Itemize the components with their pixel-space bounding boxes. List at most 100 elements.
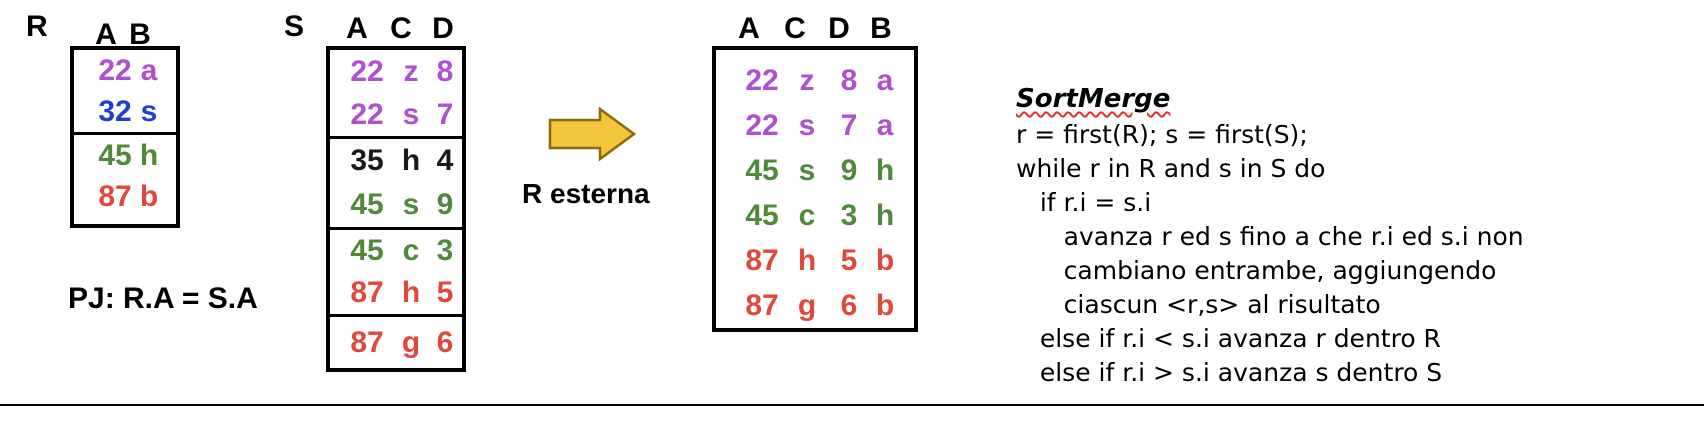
cell: 87 <box>745 243 779 277</box>
cell: a <box>876 108 894 142</box>
cell: 4 <box>436 144 454 177</box>
relation-s-col-a: A <box>346 12 368 45</box>
cell: g <box>401 326 421 359</box>
cell: a <box>876 63 894 97</box>
result-col-d: D <box>828 12 850 45</box>
cell: h <box>797 243 817 277</box>
code-line: if r.i = s.i <box>1016 188 1152 217</box>
cell: 45 <box>745 153 779 187</box>
cell: h <box>401 144 421 177</box>
relation-s-row: 87 h 5 <box>330 272 462 314</box>
relation-r-row: 87 b <box>74 177 176 217</box>
cell: 35 <box>350 144 384 177</box>
code-line: ciascun <r,s> al risultato <box>1016 290 1381 319</box>
relation-s-row: 35 h 4 <box>330 136 462 183</box>
cell: 8 <box>436 55 454 88</box>
cell: a <box>140 54 158 87</box>
cell: 5 <box>840 243 858 277</box>
cell: 7 <box>436 98 454 131</box>
relation-r-header: A B <box>92 18 154 52</box>
cell: 22 <box>350 55 384 88</box>
relation-r-row: 22 a <box>74 50 176 92</box>
cell: 22 <box>745 63 779 97</box>
cell: c <box>798 198 816 232</box>
cell: s <box>140 95 158 128</box>
cell: b <box>875 288 895 322</box>
cell: 6 <box>436 326 454 359</box>
cell: s <box>402 98 420 131</box>
cell: b <box>875 243 895 277</box>
code-line: cambiano entrambe, aggiungendo <box>1016 256 1497 285</box>
code-line: else if r.i > s.i avanza s dentro S <box>1016 358 1443 387</box>
relation-r-col-b: B <box>129 18 151 51</box>
relation-s-table: 22 z 8 22 s 7 35 h 4 45 s 9 45 c 3 87 h … <box>326 46 466 372</box>
cell: z <box>799 63 815 97</box>
relation-r-label: R <box>26 10 48 43</box>
cell: 3 <box>436 234 454 267</box>
cell: g <box>797 288 817 322</box>
cell: 22 <box>98 54 132 87</box>
result-row: 87 g 6 b <box>716 283 914 328</box>
relation-r-col-a: A <box>95 18 117 51</box>
right-arrow-icon <box>548 106 637 162</box>
code-line: avanza r ed s fino a che r.i ed s.i non <box>1016 222 1524 251</box>
cell: 87 <box>98 180 132 213</box>
relation-s-header: A C D <box>340 12 460 46</box>
cell: h <box>139 139 159 172</box>
cell: b <box>139 180 159 213</box>
relation-s-row: 45 c 3 <box>330 227 462 272</box>
algorithm-code: r = first(R); s = first(S); while r in R… <box>1016 118 1524 390</box>
cell: 87 <box>350 326 384 359</box>
cell: 22 <box>350 98 384 131</box>
cell: 87 <box>350 276 384 309</box>
cell: 9 <box>840 153 858 187</box>
code-line: r = first(R); s = first(S); <box>1016 120 1308 149</box>
result-table: 22 z 8 a 22 s 7 a 45 s 9 h 45 c 3 h 87 h… <box>712 46 918 332</box>
cell: 3 <box>840 198 858 232</box>
result-col-a: A <box>738 12 760 45</box>
cell: h <box>401 276 421 309</box>
relation-r-row: 32 s <box>74 92 176 132</box>
cell: 22 <box>745 108 779 142</box>
relation-s-col-c: C <box>390 12 412 45</box>
result-col-c: C <box>784 12 806 45</box>
result-row: 22 s 7 a <box>716 103 914 148</box>
cell: 45 <box>745 198 779 232</box>
result-row: 22 z 8 a <box>716 58 914 103</box>
cell: c <box>402 234 420 267</box>
cell: 45 <box>350 234 384 267</box>
result-header: A C D B <box>732 12 898 46</box>
cell: 8 <box>840 63 858 97</box>
relation-r-row: 45 h <box>74 132 176 177</box>
relation-s-row: 87 g 6 <box>330 314 462 369</box>
relation-s-row: 45 s 9 <box>330 183 462 227</box>
relation-r-table: 22 a 32 s 45 h 87 b <box>70 46 180 228</box>
cell: 9 <box>436 188 454 221</box>
result-row: 45 s 9 h <box>716 148 914 193</box>
result-col-b: B <box>870 12 892 45</box>
result-row: 87 h 5 b <box>716 238 914 283</box>
cell: 45 <box>98 139 132 172</box>
cell: z <box>403 55 419 88</box>
cell: 32 <box>98 95 132 128</box>
cell: 7 <box>840 108 858 142</box>
relation-s-row: 22 s 7 <box>330 94 462 136</box>
arrow-label: R esterna <box>522 178 650 209</box>
cell: 6 <box>840 288 858 322</box>
relation-s-col-d: D <box>432 12 454 45</box>
cell: 5 <box>436 276 454 309</box>
code-line: else if r.i < s.i avanza r dentro R <box>1016 324 1441 353</box>
bottom-divider <box>0 404 1704 406</box>
code-line: while r in R and s in S do <box>1016 154 1326 183</box>
cell: 45 <box>350 188 384 221</box>
relation-s-label: S <box>284 10 305 43</box>
cell: h <box>875 198 895 232</box>
cell: h <box>875 153 895 187</box>
join-condition: PJ: R.A = S.A <box>68 282 258 315</box>
algorithm-title: SortMerge <box>1016 84 1171 114</box>
relation-s-row: 22 z 8 <box>330 50 462 94</box>
cell: s <box>402 188 420 221</box>
cell: s <box>798 153 816 187</box>
result-row: 45 c 3 h <box>716 193 914 238</box>
cell: 87 <box>745 288 779 322</box>
